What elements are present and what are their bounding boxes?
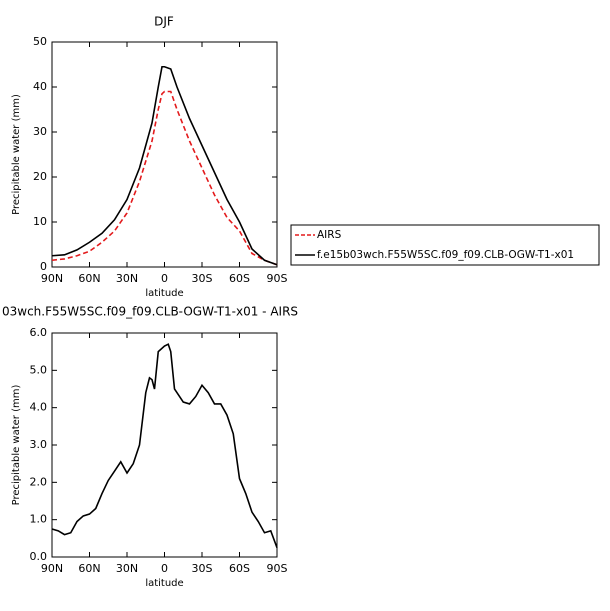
y-tick-label: 1.0 xyxy=(30,513,48,526)
chart-title: 03wch.F55W5SC.f09_f09.CLB-OGW-T1-x01 - A… xyxy=(2,305,298,319)
y-tick-label: 10 xyxy=(33,215,47,228)
plot-frame xyxy=(51,41,278,268)
data-line xyxy=(51,90,278,266)
legend-box xyxy=(290,224,600,266)
x-tick-label: 0 xyxy=(161,272,168,285)
x-tick-label: 30S xyxy=(192,562,213,575)
x-tick-label: 90N xyxy=(41,562,63,575)
y-tick-label: 4.0 xyxy=(30,401,48,414)
x-tick-label: 0 xyxy=(161,562,168,575)
y-tick-label: 20 xyxy=(33,170,47,183)
y-tick-label: 6.0 xyxy=(30,326,48,339)
chart-title: DJF xyxy=(154,15,174,29)
plot-frame xyxy=(51,332,278,558)
y-tick-label: 50 xyxy=(33,35,47,48)
x-tick-label: 30S xyxy=(192,272,213,285)
x-tick-label: 90S xyxy=(267,272,288,285)
x-tick-label: 90N xyxy=(41,272,63,285)
x-tick-label: 30N xyxy=(116,272,138,285)
y-tick-label: 40 xyxy=(33,80,47,93)
x-tick-label: 60N xyxy=(78,272,100,285)
x-tick-label: 30N xyxy=(116,562,138,575)
x-tick-label: 60S xyxy=(229,272,250,285)
y-tick-label: 0 xyxy=(40,260,47,273)
y-tick-label: 0.0 xyxy=(30,550,48,563)
y-axis-label: Precipitable water (mm) xyxy=(11,94,22,215)
y-tick-label: 30 xyxy=(33,125,47,138)
y-axis-label: Precipitable water (mm) xyxy=(11,385,22,506)
data-line xyxy=(51,65,278,266)
x-tick-label: 60S xyxy=(229,562,250,575)
y-tick-label: 5.0 xyxy=(30,363,48,376)
data-line xyxy=(51,343,278,548)
legend-label: AIRS xyxy=(317,229,342,241)
x-axis-label: latitude xyxy=(145,288,183,299)
x-tick-label: 60N xyxy=(78,562,100,575)
y-tick-label: 3.0 xyxy=(30,438,48,451)
x-axis-label: latitude xyxy=(145,578,183,589)
legend-label: f.e15b03wch.F55W5SC.f09_f09.CLB-OGW-T1-x… xyxy=(317,249,574,261)
x-tick-label: 90S xyxy=(267,562,288,575)
y-tick-label: 2.0 xyxy=(30,475,48,488)
